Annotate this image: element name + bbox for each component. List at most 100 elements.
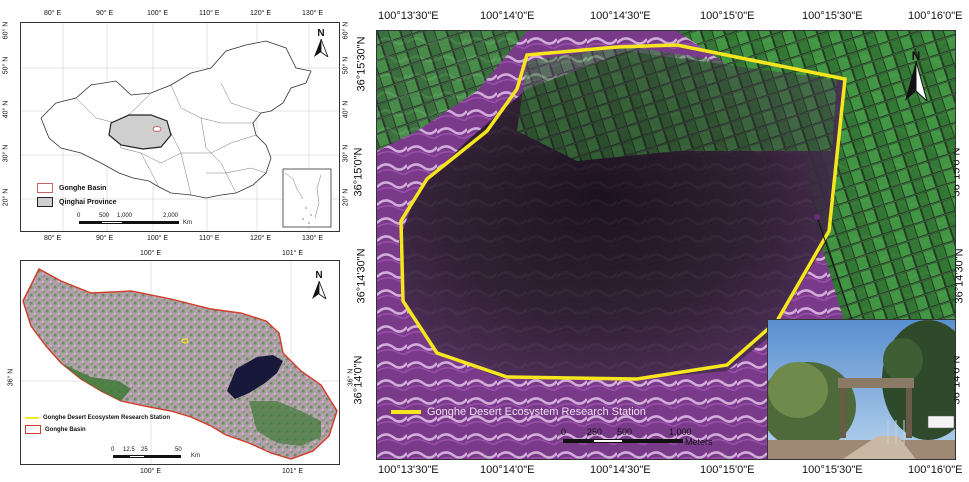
legend-item-qinghai-province: Qinghai Province	[37, 197, 117, 207]
tick-top-16-0: 100°16'0"E	[908, 10, 963, 22]
tick-right-60n: 60° N	[342, 21, 350, 40]
tick-left-15-30: 36°15'30"N	[355, 36, 368, 92]
legend-swatch-qinghai-province	[37, 197, 53, 207]
scale-label-0: 0	[77, 213, 81, 219]
main-top-ticks: 100°13'30"E 100°14'0"E 100°14'30"E 100°1…	[378, 10, 962, 26]
tick-top-14-30: 100°14'30"E	[590, 10, 651, 22]
tick-top-110e: 110° E	[199, 10, 220, 17]
tick-right-30n: 30° N	[342, 144, 350, 163]
gonghe-basin-graphic	[21, 261, 339, 464]
scale-label-1000: 1,000	[117, 213, 133, 219]
tick-top-14-0: 100°14'0"E	[480, 10, 535, 22]
north-arrow-icon	[312, 280, 327, 301]
tick-left-15-0: 36°15'0"N	[352, 147, 365, 197]
north-label: N	[317, 28, 325, 39]
scale-label-500: 500	[99, 213, 110, 219]
station-photo	[767, 319, 955, 459]
scale-label-250: 250	[587, 427, 603, 437]
basin-legend: Gonghe Desert Ecosystem Research Station…	[25, 415, 170, 434]
legend-swatch-gonghe-basin	[37, 183, 53, 193]
tick-bottom-80e: 80° E	[44, 235, 62, 242]
tick-bottom-100e: 100° E	[147, 235, 169, 242]
tick-right-14-0: 36°14'0"N	[954, 355, 963, 405]
scale-label-2000: 2,000	[163, 213, 179, 219]
tick-bottom-110e: 110° E	[199, 235, 220, 242]
legend-swatch-basin	[25, 425, 41, 434]
north-arrow-icon	[905, 60, 928, 103]
main-north-arrow: N	[901, 50, 931, 106]
tick-right-50n: 50° N	[342, 56, 350, 75]
satellite-imagery	[377, 31, 955, 459]
tick-top-90e: 90° E	[96, 10, 114, 17]
station-boundary	[399, 43, 847, 381]
tick-bottom-90e: 90° E	[96, 235, 114, 242]
legend-item-station: Gonghe Desert Ecosystem Research Station	[25, 415, 170, 421]
tick-right-15-0: 36°15'0"N	[954, 147, 963, 197]
tick-left-40n: 40° N	[2, 100, 10, 119]
tick-left-36n: 36° N	[7, 368, 15, 387]
basin-north-arrow: N	[307, 271, 331, 304]
tick-right-14-30: 36°14'30"N	[954, 248, 966, 304]
basin-scale-bar: 0 12.5 25 50 Km	[111, 447, 223, 463]
tick-top-15-0: 100°15'0"E	[700, 10, 755, 22]
tick-top-15-30: 100°15'30"E	[802, 10, 863, 22]
legend-label-qinghai-province: Qinghai Province	[59, 198, 117, 206]
tick-top-80e: 80° E	[44, 10, 62, 17]
gonghe-basin-marker	[152, 126, 162, 132]
tick-bottom-101e-basin: 101° E	[282, 468, 304, 475]
legend-label-basin: Gonghe Basin	[45, 426, 86, 433]
basin-left-ticks: 36° N	[0, 260, 20, 465]
china-scale-bar: 0 500 1,000 2,000 Km	[77, 213, 192, 229]
tick-bottom-16-0: 100°16'0"E	[908, 464, 963, 476]
tick-bottom-130e: 130° E	[302, 235, 324, 242]
main-left-ticks: 36°15'30"N 36°15'0"N 36°14'30"N 36°14'0"…	[352, 30, 376, 460]
north-arrow-icon	[314, 38, 329, 59]
scale-label-500: 500	[617, 427, 633, 437]
legend-label-station: Gonghe Desert Ecosystem Research Station	[427, 406, 646, 418]
china-overview-map: Gonghe Basin Qinghai Province 0 500 1,00…	[20, 22, 340, 232]
main-right-ticks: 36°15'0"N 36°14'30"N 36°14'0"N	[954, 30, 969, 460]
station-marker	[181, 338, 189, 344]
tick-top-13-30: 100°13'30"E	[378, 10, 439, 22]
qinghai-province-shape	[108, 114, 172, 150]
tick-bottom-14-0: 100°14'0"E	[480, 464, 535, 476]
lake-shape	[227, 355, 283, 399]
tick-left-30n: 30° N	[2, 144, 10, 163]
china-map-graphic	[21, 23, 339, 231]
station-photo-graphic	[768, 320, 955, 459]
scale-unit: Km	[183, 220, 192, 226]
legend-label-station: Gonghe Desert Ecosystem Research Station	[43, 415, 171, 421]
tick-bottom-14-30: 100°14'30"E	[590, 464, 651, 476]
scale-bar-graphic	[563, 439, 683, 443]
scale-bar-graphic	[79, 221, 179, 224]
tick-left-60n: 60° N	[2, 21, 10, 40]
scale-bar-graphic	[113, 455, 183, 458]
china-north-arrow: N	[309, 29, 333, 62]
tick-left-14-0: 36°14'0"N	[352, 355, 365, 405]
tick-right-20n: 20° N	[342, 188, 350, 207]
tick-right-40n: 40° N	[342, 100, 350, 119]
legend-item-gonghe-basin: Gonghe Basin	[37, 183, 117, 193]
tick-left-14-30: 36°14'30"N	[355, 248, 368, 304]
scale-label-1000: 1,000	[669, 427, 692, 437]
scale-label-12-5: 12.5	[123, 447, 135, 453]
main-bottom-ticks: 100°13'30"E 100°14'0"E 100°14'30"E 100°1…	[378, 464, 962, 480]
scale-unit: Km	[191, 453, 200, 459]
scale-label-25: 25	[141, 447, 148, 453]
main-legend: Gonghe Desert Ecosystem Research Station	[391, 406, 646, 418]
tick-bottom-15-30: 100°15'30"E	[802, 464, 863, 476]
tick-top-101e-basin: 101° E	[282, 250, 304, 257]
legend-swatch-station	[391, 410, 421, 414]
tick-bottom-13-30: 100°13'30"E	[378, 464, 439, 476]
main-scale-bar: 0 250 500 1,000 Meters	[561, 427, 751, 451]
tick-left-20n: 20° N	[2, 188, 10, 207]
tick-bottom-15-0: 100°15'0"E	[700, 464, 755, 476]
gonghe-basin-map: Gonghe Desert Ecosystem Research Station…	[20, 260, 340, 465]
scale-label-0: 0	[561, 427, 567, 437]
tick-bottom-100e-basin: 100° E	[140, 468, 162, 475]
china-left-ticks: 60° N 50° N 40° N 30° N 20° N	[0, 22, 20, 232]
tick-bottom-120e: 120° E	[250, 235, 272, 242]
scale-unit: Meters	[685, 437, 713, 447]
tick-top-130e: 130° E	[302, 10, 324, 17]
tick-left-50n: 50° N	[2, 56, 10, 75]
